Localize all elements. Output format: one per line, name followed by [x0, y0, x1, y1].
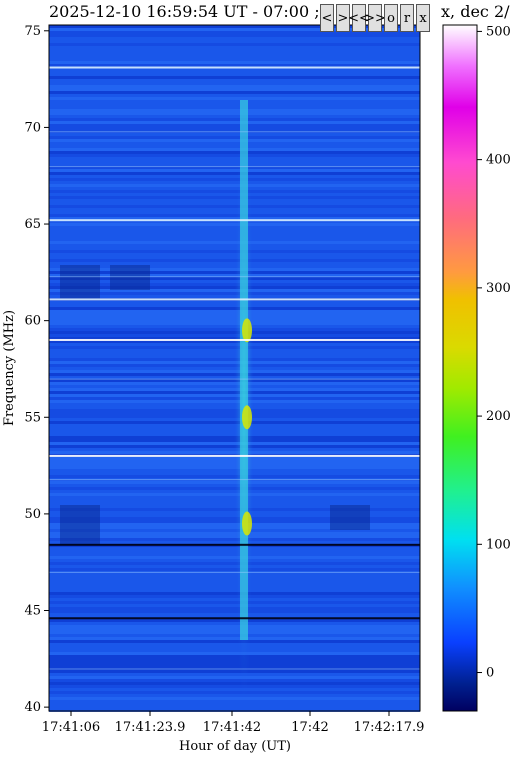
- texture-row: [49, 88, 420, 91]
- texture-row: [49, 40, 420, 43]
- dark-patch: [330, 505, 370, 530]
- texture-row: [49, 85, 420, 88]
- burst-peak: [242, 405, 252, 430]
- texture-row: [49, 70, 420, 73]
- rfi-line: [49, 298, 420, 301]
- texture-row: [49, 76, 420, 79]
- x-tick-label: 17:42: [291, 720, 328, 735]
- fast-forward-button[interactable]: >>: [364, 4, 386, 32]
- x-tick-label: 17:41:23.9: [115, 720, 186, 735]
- texture-row: [49, 55, 420, 58]
- rfi-line: [49, 66, 420, 69]
- rfi-line: [49, 543, 420, 546]
- y-tick-label: 45: [24, 604, 41, 619]
- x-tick-label: 17:41:42: [203, 720, 261, 735]
- rfi-line: [49, 219, 420, 222]
- colorbar-ticks: 0 100 200 300 400 500: [477, 24, 511, 681]
- texture-row: [49, 73, 420, 76]
- texture-row: [49, 46, 420, 49]
- prev-button[interactable]: <: [320, 4, 334, 32]
- next-icon: >: [337, 10, 349, 26]
- burst-band: [234, 90, 254, 710]
- texture-row: [49, 58, 420, 61]
- faint-line: [49, 276, 420, 278]
- rfi-line: [49, 338, 420, 341]
- burst-peak: [242, 318, 252, 343]
- colorbar-tick-label: 200: [486, 409, 511, 424]
- burst-core: [240, 100, 248, 640]
- x-axis: 17:41:06 17:41:23.9 17:41:42 17:42 17:42:17.…: [42, 711, 425, 735]
- faint-line: [49, 668, 420, 670]
- texture-row: [49, 37, 420, 40]
- texture-row: [49, 79, 420, 82]
- x-axis-title: Hour of day (UT): [179, 739, 291, 754]
- prev-icon: <: [321, 10, 333, 26]
- texture-row: [49, 82, 420, 85]
- texture-row: [49, 34, 420, 37]
- texture-row: [49, 49, 420, 52]
- y-tick-label: 75: [24, 24, 41, 39]
- rfi-line: [49, 617, 420, 620]
- faint-line: [49, 166, 420, 168]
- refresh-button[interactable]: r: [400, 4, 414, 32]
- navigation-toolbar: < > << >> o r x: [320, 4, 432, 34]
- texture-row: [49, 52, 420, 55]
- texture-row: [49, 64, 420, 67]
- colorbar-tick-label: 0: [486, 666, 494, 681]
- texture-row: [49, 28, 420, 31]
- faint-line: [49, 131, 420, 133]
- y-tick-label: 65: [24, 217, 41, 232]
- title-overflow: x, dec 2/: [441, 2, 510, 21]
- dark-patch: [110, 265, 150, 290]
- colorbar: 0 100 200 300 400 500: [442, 24, 511, 712]
- colorbar-tick-label: 300: [486, 281, 511, 296]
- y-tick-label: 55: [24, 410, 41, 425]
- dark-patch: [60, 505, 100, 545]
- plot-frame: [48, 24, 421, 712]
- texture-row: [49, 61, 420, 64]
- origin-icon: o: [387, 10, 395, 26]
- faint-line: [49, 378, 420, 380]
- y-tick-label: 70: [24, 120, 41, 135]
- x-tick-label: 17:42:17.9: [354, 720, 425, 735]
- texture-row: [49, 43, 420, 46]
- y-tick-label: 50: [24, 507, 41, 522]
- title-text: 2025-12-10 16:59:54 UT - 07:00 ;: [49, 2, 320, 21]
- close-button[interactable]: x: [416, 4, 430, 32]
- colorbar-tick-label: 100: [486, 537, 511, 552]
- spectrogram-area[interactable]: [48, 24, 421, 712]
- faint-line: [49, 571, 420, 573]
- plot-title: 2025-12-10 16:59:54 UT - 07:00 ;: [49, 2, 320, 21]
- texture-row: [49, 31, 420, 34]
- colorbar-tick-label: 400: [486, 153, 511, 168]
- y-axis-title: Frequency (MHz): [2, 310, 17, 426]
- origin-button[interactable]: o: [384, 4, 398, 32]
- dark-patch: [60, 265, 100, 300]
- colorbar-tick-label: 500: [486, 24, 511, 39]
- y-tick-label: 40: [24, 700, 41, 715]
- y-axis: 40 45 50 55 60 65 70 75: [24, 24, 49, 715]
- rfi-lines: [49, 66, 420, 670]
- rewind-button[interactable]: <<: [348, 4, 370, 32]
- rfi-line: [49, 454, 420, 457]
- title-right-text: x, dec 2/: [441, 2, 510, 21]
- texture-row: [49, 25, 420, 28]
- rewind-icon: <<: [348, 10, 370, 26]
- refresh-icon: r: [403, 10, 411, 26]
- fast-forward-icon: >>: [364, 10, 386, 26]
- faint-line: [49, 479, 420, 481]
- next-button[interactable]: >: [336, 4, 350, 32]
- burst-peak: [242, 511, 252, 536]
- x-tick-label: 17:41:06: [42, 720, 100, 735]
- colorbar-gradient: [442, 24, 478, 712]
- y-tick-label: 60: [24, 314, 41, 329]
- close-icon: x: [419, 10, 427, 26]
